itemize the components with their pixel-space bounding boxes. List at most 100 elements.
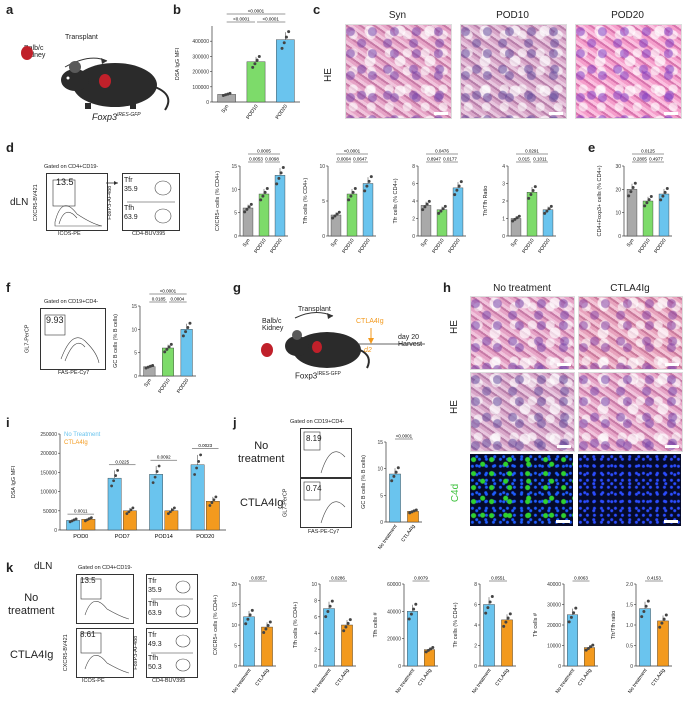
y-tick-label: 1.0 bbox=[626, 623, 633, 629]
data-point bbox=[396, 466, 400, 470]
data-point bbox=[172, 506, 176, 510]
data-point bbox=[661, 194, 665, 198]
x-tick-label: Syn bbox=[626, 238, 636, 249]
x-tick-label: No treatment bbox=[311, 667, 333, 695]
x-tick-label: CTLA4Ig bbox=[254, 668, 270, 688]
data-point bbox=[506, 616, 510, 620]
data-point bbox=[151, 481, 155, 485]
y-tick-label: 4 bbox=[412, 199, 415, 205]
data-point bbox=[199, 453, 203, 457]
data-point bbox=[253, 62, 257, 66]
data-point bbox=[328, 604, 332, 608]
y-tick-label: 4 bbox=[474, 623, 477, 629]
data-point bbox=[280, 46, 284, 50]
data-point bbox=[589, 645, 593, 649]
y-tick-label: 3 bbox=[502, 182, 505, 188]
j-value-ctla4ig: 0.74 bbox=[306, 484, 322, 493]
tfh-value: 63.9 bbox=[124, 214, 138, 221]
data-point bbox=[337, 210, 341, 214]
data-point bbox=[348, 618, 352, 622]
data-point bbox=[193, 473, 197, 476]
bar bbox=[246, 61, 266, 103]
y-axis-label: Tfr cells (% CD4+) bbox=[393, 178, 399, 223]
xaxis-cd4-k: CD4-BUV395 bbox=[152, 678, 186, 684]
x-tick-label: POD10 bbox=[341, 238, 355, 255]
data-point bbox=[186, 325, 190, 329]
data-point bbox=[660, 621, 664, 625]
y-tick-label: 0 bbox=[630, 664, 633, 670]
data-point bbox=[502, 624, 506, 628]
tfh-value-k: 63.9 bbox=[148, 610, 162, 617]
y-tick-label: 0 bbox=[322, 234, 325, 240]
y-tick-label: 20000 bbox=[387, 637, 401, 643]
p-value: 0.0647 bbox=[353, 157, 367, 162]
p-value: 0.0004 bbox=[337, 157, 351, 162]
tfr-text-k: Tfr bbox=[148, 578, 157, 585]
k-row-label-no-treatment: No treatment bbox=[8, 592, 55, 617]
data-point bbox=[168, 510, 172, 514]
y-tick-label: 5 bbox=[322, 199, 325, 205]
data-point bbox=[326, 609, 330, 613]
data-point bbox=[658, 625, 662, 629]
data-point bbox=[629, 190, 633, 194]
x-tick-label: CTLA4Ig bbox=[577, 668, 593, 688]
data-point bbox=[197, 460, 201, 463]
y-axis-label: Tfh cells (% CD4+) bbox=[303, 178, 309, 224]
k-tfr-ctla4ig: Tfr 49.3 bbox=[148, 631, 162, 649]
flow-plot-k-cxcr5-ctla4ig bbox=[76, 628, 134, 678]
p-value: 0.0551 bbox=[491, 576, 505, 581]
scale-bar bbox=[549, 112, 563, 115]
data-point bbox=[457, 184, 461, 188]
data-point bbox=[533, 185, 537, 189]
h-title-no-treatment: No treatment bbox=[493, 283, 551, 294]
data-point bbox=[631, 185, 635, 189]
xaxis-fas-f: FAS-PE-Cy7 bbox=[58, 370, 90, 376]
flow-plot-j-no-treatment bbox=[300, 428, 352, 478]
x-tick-label: CTLA4Ig bbox=[494, 668, 510, 688]
y-tick-label: 0 bbox=[234, 664, 237, 670]
p-value: 0.0185 bbox=[152, 297, 166, 302]
flow-plot-gl7-fas bbox=[40, 308, 106, 370]
data-point bbox=[208, 504, 212, 507]
y-tick-label: 4 bbox=[314, 631, 317, 637]
panel-letter-b: b bbox=[173, 2, 181, 17]
xaxis-icos-d: ICOS-PE bbox=[58, 231, 81, 237]
data-point bbox=[409, 612, 413, 616]
tfr-text-k2: Tfr bbox=[148, 632, 157, 639]
data-point bbox=[281, 165, 285, 169]
data-point bbox=[261, 194, 265, 198]
x-tick-label: Syn bbox=[330, 238, 340, 249]
data-point bbox=[248, 613, 252, 617]
tfh-text: Tfh bbox=[124, 205, 135, 212]
y-tick-label: 0 bbox=[54, 528, 57, 534]
x-tick-label: POD14 bbox=[155, 534, 173, 540]
bar bbox=[206, 500, 220, 531]
h-row-label-c4d: C4d bbox=[450, 483, 462, 503]
y-axis-label: CXCR5+ cells (% CD4+) bbox=[215, 171, 221, 231]
x-tick-label: Syn bbox=[510, 238, 520, 249]
data-point bbox=[330, 599, 334, 603]
panel-letter-e: e bbox=[588, 140, 596, 155]
x-tick-label: Syn bbox=[143, 378, 153, 389]
y-tick-label: 150000 bbox=[40, 470, 57, 476]
y-tick-label: 40000 bbox=[387, 609, 401, 615]
data-point bbox=[250, 608, 254, 612]
y-tick-label: 10 bbox=[615, 211, 621, 217]
x-tick-label: POD10 bbox=[521, 238, 535, 255]
data-point bbox=[527, 196, 531, 200]
data-point bbox=[163, 350, 167, 354]
data-point bbox=[181, 334, 185, 338]
data-point bbox=[165, 347, 169, 351]
panel-letter-d: d bbox=[6, 140, 14, 155]
x-tick-label: POD20 bbox=[357, 238, 371, 255]
recipient-strain-sup: IRES-GFP bbox=[117, 112, 141, 118]
data-point bbox=[277, 176, 281, 180]
bar bbox=[190, 464, 205, 531]
data-point bbox=[166, 512, 170, 516]
legend-ctla4ig: CTLA4Ig bbox=[64, 440, 88, 446]
x-tick-label: POD20 bbox=[447, 238, 461, 255]
panel-letter-k: k bbox=[6, 560, 14, 575]
y-tick-label: 15 bbox=[131, 304, 137, 310]
p-value: 0.4977 bbox=[649, 157, 663, 162]
x-tick-label: CTLA4Ig bbox=[400, 524, 416, 544]
